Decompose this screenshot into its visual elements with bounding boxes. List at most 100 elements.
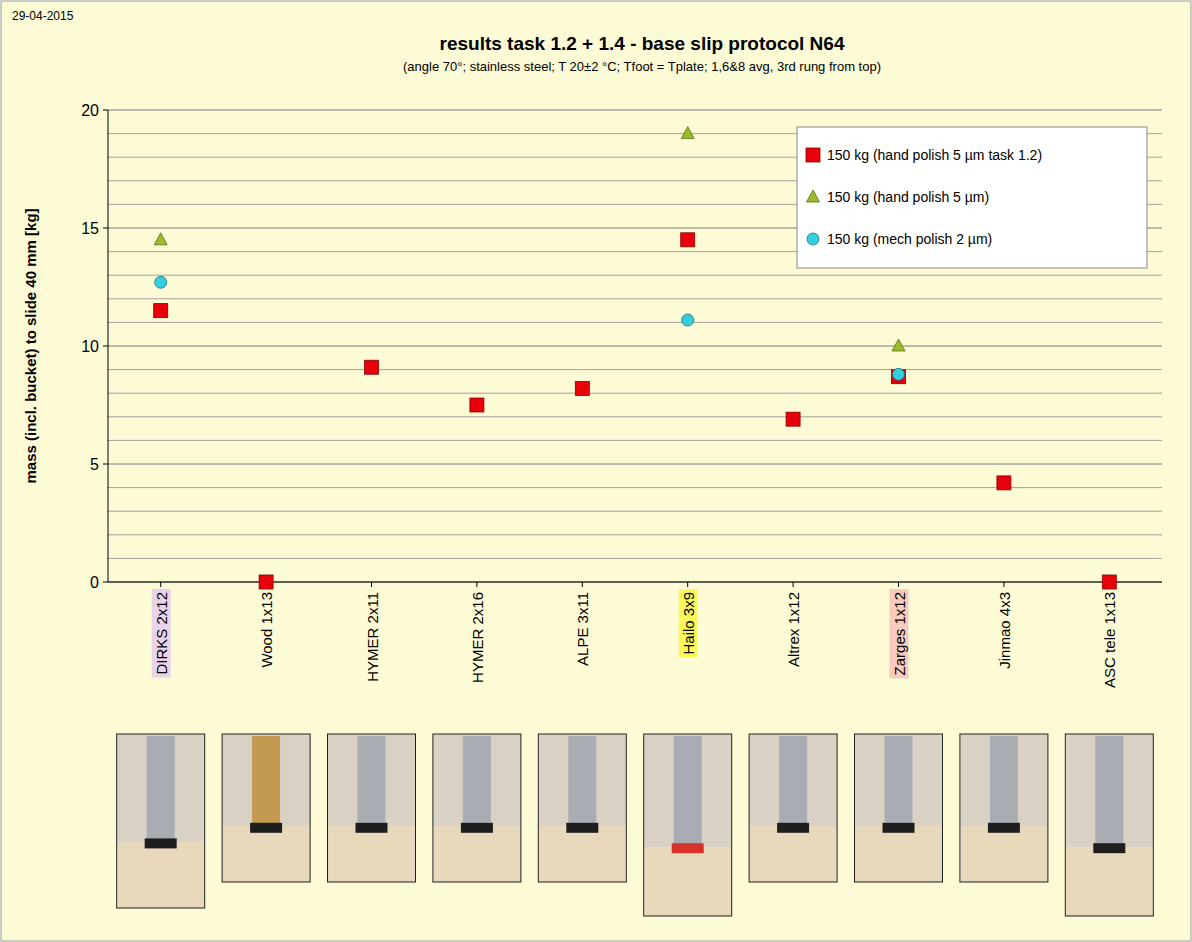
- photo-foot: [988, 823, 1020, 833]
- x-tick-label: Zarges 1x12: [891, 592, 908, 675]
- marker-triangle: [681, 127, 694, 139]
- minor-grid-line: [108, 416, 1162, 417]
- marker-square: [470, 398, 484, 412]
- photo-foot: [356, 823, 388, 833]
- photo-leg: [147, 736, 175, 840]
- marker-square: [575, 381, 589, 395]
- marker-square: [997, 476, 1011, 490]
- minor-grid-line: [108, 393, 1162, 394]
- photo-floor: [856, 826, 942, 881]
- x-tick-label: ALPE 3x11: [574, 592, 591, 666]
- title: results task 1.2 + 1.4 - base slip proto…: [440, 33, 845, 54]
- minor-grid-line: [108, 275, 1162, 276]
- x-tick-label-group: HYMER 2x16: [469, 592, 486, 683]
- x-tick-label: Altrex 1x12: [785, 592, 802, 667]
- photo-leg: [568, 736, 596, 825]
- y-tick: [103, 346, 108, 347]
- x-tick-label: HYMER 2x11: [364, 592, 381, 682]
- photo-leg: [779, 736, 807, 825]
- photo-foot: [1093, 843, 1125, 853]
- legend-label: 150 kg (hand polish 5 µm task 1.2): [827, 147, 1042, 163]
- photo: [644, 734, 732, 916]
- marker-circle: [155, 276, 167, 288]
- photo: [433, 734, 521, 882]
- photo: [117, 734, 205, 908]
- marker-square: [1102, 575, 1116, 589]
- x-tick-label: ASC tele 1x13: [1101, 592, 1118, 688]
- y-tick-label: 15: [81, 220, 99, 237]
- x-tick-label-group: Zarges 1x12: [890, 589, 909, 678]
- marker-square: [681, 233, 695, 247]
- photo-foot: [461, 823, 493, 833]
- x-tick-label-group: Jinmao 4x3: [996, 592, 1013, 669]
- x-tick: [371, 582, 372, 587]
- x-tick-label: Hailo 3x9: [680, 592, 697, 655]
- photo: [222, 734, 310, 882]
- x-tick-label-group: ASC tele 1x13: [1101, 592, 1118, 688]
- x-tick-label-group: Altrex 1x12: [785, 592, 802, 667]
- marker-square: [806, 148, 820, 162]
- label-highlight: [152, 589, 171, 678]
- y-tick-label: 5: [90, 456, 99, 473]
- legend-label: 150 kg (mech polish 2 µm): [827, 231, 992, 247]
- grid-line: [108, 464, 1162, 465]
- minor-grid-line: [108, 558, 1162, 559]
- legend-box: [797, 127, 1147, 268]
- grid-line: [108, 346, 1162, 347]
- minor-grid-line: [108, 534, 1162, 535]
- date: 29-04-2015: [12, 9, 74, 23]
- x-tick: [476, 582, 477, 587]
- background: [1, 1, 1191, 941]
- legend-label: 150 kg (hand polish 5 µm): [827, 189, 989, 205]
- photo-floor: [645, 847, 731, 915]
- minor-grid-line: [108, 369, 1162, 370]
- marks: [154, 127, 1117, 589]
- x-tick: [160, 582, 161, 587]
- marker-square: [259, 575, 273, 589]
- photo-leg: [885, 736, 913, 825]
- subtitle: (angle 70°; stainless steel; T 20±2 °C; …: [403, 59, 881, 74]
- photo-floor: [750, 826, 836, 881]
- x-tick-label-group: ALPE 3x11: [574, 592, 591, 666]
- chart: 29-04-2015 results task 1.2 + 1.4 - base …: [0, 0, 1192, 942]
- photo: [328, 734, 416, 882]
- marker-square: [365, 360, 379, 374]
- x-tick-label-group: DIRKS 2x12: [152, 589, 171, 678]
- photo-floor: [961, 826, 1047, 881]
- photo: [855, 734, 943, 882]
- photo-leg: [252, 736, 280, 825]
- minor-grid-line: [108, 298, 1162, 299]
- y-tick-label: 10: [81, 338, 99, 355]
- photo-foot: [566, 823, 598, 833]
- photo-floor: [539, 826, 625, 881]
- photo-foot: [883, 823, 915, 833]
- x-tick-label-group: HYMER 2x11: [364, 592, 381, 682]
- photo-leg: [358, 736, 386, 825]
- x-tick: [793, 582, 794, 587]
- marker-circle: [682, 314, 694, 326]
- marker-circle: [807, 233, 819, 245]
- legend: 150 kg (hand polish 5 µm task 1.2) 150 kg…: [797, 127, 1147, 268]
- x-tick-label: HYMER 2x16: [469, 592, 486, 683]
- photo: [749, 734, 837, 882]
- minor-grid-line: [108, 322, 1162, 323]
- photo-floor: [1066, 847, 1152, 915]
- photo: [1065, 734, 1153, 916]
- photo-floor: [223, 826, 309, 881]
- photo-leg: [1095, 736, 1123, 845]
- x-tick: [687, 582, 688, 587]
- marker-square: [154, 304, 168, 318]
- photo-leg: [990, 736, 1018, 825]
- marker-triangle: [807, 190, 820, 202]
- photo-floor: [434, 826, 520, 881]
- photo-floor: [329, 826, 415, 881]
- x-tick-label: Jinmao 4x3: [996, 592, 1013, 669]
- y-tick: [103, 464, 108, 465]
- photo-foot: [145, 838, 177, 848]
- x-tick-label-group: Hailo 3x9: [679, 589, 698, 658]
- x-tick: [582, 582, 583, 587]
- marker-triangle: [154, 233, 167, 245]
- photo-floor: [118, 842, 204, 907]
- photo: [538, 734, 626, 882]
- marker-circle: [893, 368, 905, 380]
